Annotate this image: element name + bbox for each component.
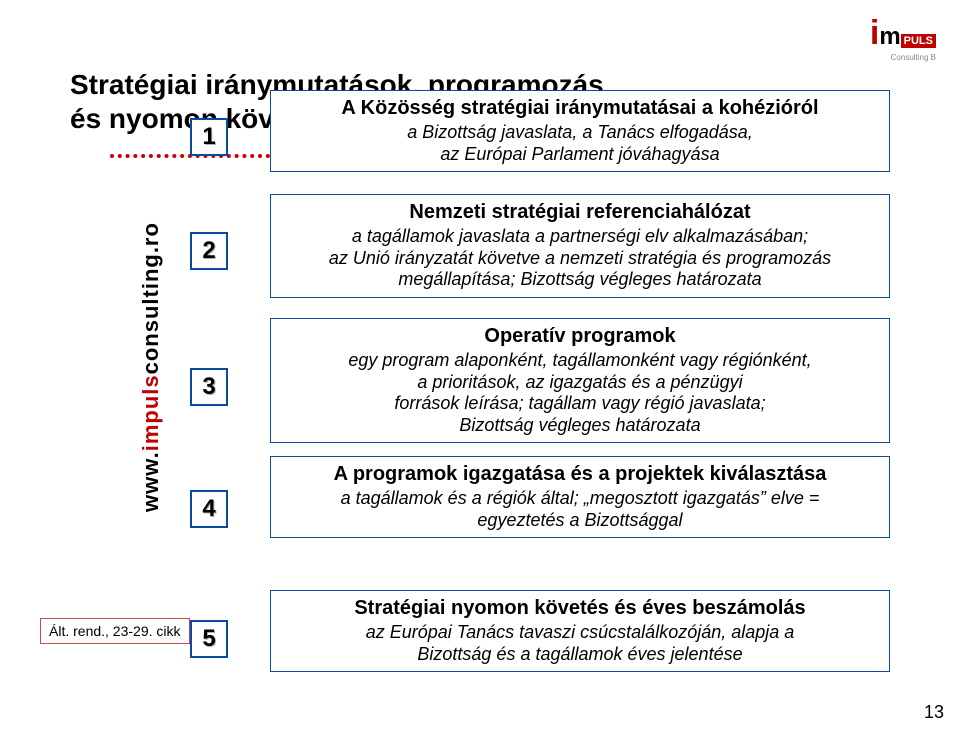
step-title: A programok igazgatása és a projektek ki… xyxy=(283,463,877,486)
step-number-2: 2 xyxy=(190,232,228,270)
step-title: Stratégiai nyomon követés és éves beszám… xyxy=(283,597,877,620)
step-number-4: 4 xyxy=(190,490,228,528)
page-number: 13 xyxy=(924,702,944,723)
step-body: az Európai Tanács tavaszi csúcstalálkozó… xyxy=(283,622,877,665)
step-number-1: 1 xyxy=(190,118,228,156)
step-body: egy program alaponként, tagállamonként v… xyxy=(283,350,877,436)
step-body: a tagállamok és a régiók által; „megoszt… xyxy=(283,488,877,531)
step-body: a Bizottság javaslata, a Tanács elfogadá… xyxy=(283,122,877,165)
step-number-5: 5 xyxy=(190,620,228,658)
citation-box: Ált. rend., 23-29. cikk xyxy=(40,618,190,644)
logo-i: i xyxy=(870,14,879,52)
step-box-2: Nemzeti stratégiai referenciahálózata ta… xyxy=(270,194,890,298)
step-title: Nemzeti stratégiai referenciahálózat xyxy=(283,201,877,224)
step-box-1: A Közösség stratégiai iránymutatásai a k… xyxy=(270,90,890,172)
logo: imPULS Consulting B xyxy=(870,14,936,62)
url-suffix: consulting.ro xyxy=(138,222,163,374)
url-highlight: impuls xyxy=(138,374,163,451)
step-box-3: Operatív programokegy program alaponként… xyxy=(270,318,890,443)
step-box-5: Stratégiai nyomon követés és éves beszám… xyxy=(270,590,890,672)
logo-sub: Consulting B xyxy=(870,53,936,62)
step-body: a tagállamok javaslata a partnerségi elv… xyxy=(283,226,877,291)
slide: imPULS Consulting B www.impulsconsulting… xyxy=(0,0,960,733)
step-number-3: 3 xyxy=(190,368,228,406)
url-prefix: www. xyxy=(138,451,163,512)
sidebar-url: www.impulsconsulting.ro xyxy=(138,222,164,512)
step-title: A Közösség stratégiai iránymutatásai a k… xyxy=(283,97,877,120)
logo-puls: PULS xyxy=(901,34,936,48)
logo-m: m xyxy=(879,23,900,50)
step-box-4: A programok igazgatása és a projektek ki… xyxy=(270,456,890,538)
step-title: Operatív programok xyxy=(283,325,877,348)
